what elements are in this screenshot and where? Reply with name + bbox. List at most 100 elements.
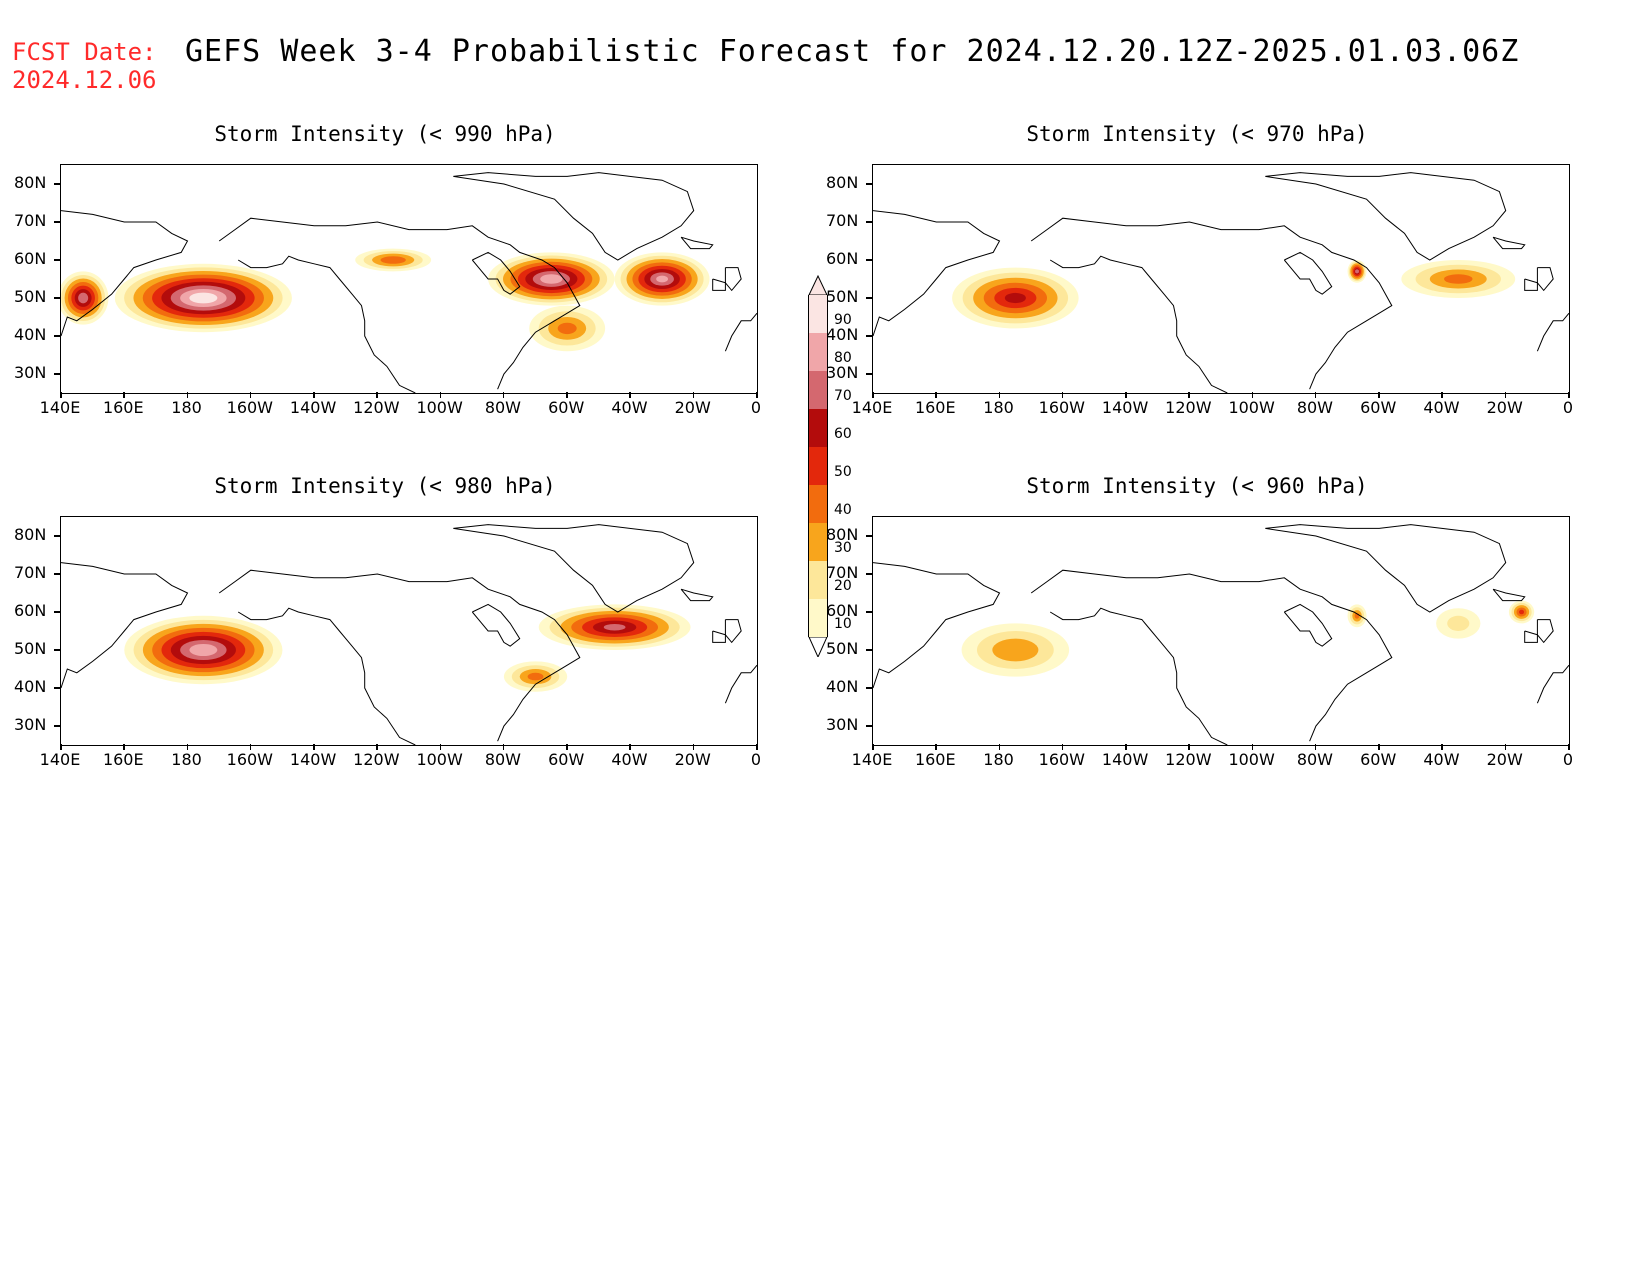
coastline <box>1265 524 1507 613</box>
coastline <box>1049 607 1228 745</box>
lat-label: 50N <box>826 639 859 658</box>
lat-tick <box>54 611 60 613</box>
colorbar-swatch <box>808 447 828 485</box>
lon-label: 20W <box>674 750 711 769</box>
panel-title: Storm Intensity (< 970 hPa) <box>1026 122 1368 146</box>
probability-field <box>61 524 757 745</box>
lat-tick <box>54 687 60 689</box>
map-area <box>60 164 758 394</box>
lon-tick <box>872 744 874 750</box>
colorbar-label: 30 <box>834 539 852 556</box>
lon-tick <box>1314 392 1317 398</box>
lon-tick <box>1441 744 1443 750</box>
prob-contour-70 <box>603 623 626 631</box>
lon-tick <box>1061 744 1064 750</box>
colorbar-label: 20 <box>834 577 852 594</box>
lat-label: 60N <box>14 249 47 268</box>
map-area <box>872 516 1570 746</box>
colorbar-label: 80 <box>834 349 852 366</box>
lon-label: 100W <box>416 398 463 417</box>
lat-label: 60N <box>826 249 859 268</box>
prob-contour-70 <box>78 292 89 304</box>
map-panel-990: Storm Intensity (< 990 hPa) 80N 70N 60N 50N 4… <box>0 122 770 452</box>
lon-label: 0 <box>1562 398 1574 417</box>
lat-tick <box>866 259 872 261</box>
coastline <box>873 210 1001 337</box>
probability-field <box>61 172 757 393</box>
lat-label: 30N <box>826 363 859 382</box>
lat-tick <box>54 535 60 537</box>
lon-tick <box>123 744 125 750</box>
lon-label: 160E <box>914 750 956 769</box>
coastline <box>453 524 695 613</box>
coastline <box>1030 217 1393 390</box>
forecast-date-block: FCST Date: 2024.12.06 <box>12 38 157 94</box>
lat-label: 50N <box>826 287 859 306</box>
coastline <box>237 255 416 393</box>
lon-label: 20W <box>1486 398 1523 417</box>
lat-tick <box>866 687 872 689</box>
lon-tick <box>692 392 695 398</box>
colorbar-label: 70 <box>834 387 852 404</box>
coastline <box>1524 278 1538 291</box>
coastline <box>1536 619 1554 644</box>
colorbar-swatch <box>808 599 828 637</box>
lon-tick <box>756 744 758 750</box>
lon-tick <box>872 392 874 398</box>
coastline <box>218 217 581 390</box>
lon-tick <box>1188 392 1190 398</box>
lon-label: 160W <box>226 398 273 417</box>
lon-label: 60W <box>1360 750 1397 769</box>
lon-tick <box>186 744 189 750</box>
prob-contour-80 <box>189 643 218 657</box>
coastline <box>1492 236 1526 250</box>
lat-label: 30N <box>826 715 859 734</box>
lat-label: 30N <box>14 363 47 382</box>
coastline <box>61 210 189 337</box>
lat-tick <box>866 373 872 375</box>
lon-label: 180 <box>983 750 1014 769</box>
lon-tick <box>1314 744 1317 750</box>
lat-label: 70N <box>826 563 859 582</box>
lat-tick <box>54 221 60 223</box>
colorbar-label: 90 <box>834 311 852 328</box>
lon-label: 180 <box>983 398 1014 417</box>
prob-contour-40 <box>1444 274 1473 284</box>
lat-tick <box>54 335 60 337</box>
colorbar-label: 50 <box>834 463 852 480</box>
lon-tick <box>502 744 505 750</box>
lon-tick <box>376 392 378 398</box>
fcst-date-label: FCST Date: <box>12 38 157 66</box>
lat-tick <box>866 221 872 223</box>
lon-tick <box>998 392 1001 398</box>
lon-label: 80W <box>484 398 521 417</box>
coastline <box>453 172 695 261</box>
colorbar-label: 40 <box>834 501 852 518</box>
lon-label: 0 <box>750 398 762 417</box>
lon-tick <box>692 744 695 750</box>
colorbar-label: 60 <box>834 425 852 442</box>
lon-label: 60W <box>548 398 585 417</box>
lon-label: 140E <box>851 398 893 417</box>
lat-label: 50N <box>14 287 47 306</box>
lon-tick <box>313 392 315 398</box>
lon-tick <box>123 392 125 398</box>
lon-label: 140W <box>289 398 337 417</box>
map-panel-960: Storm Intensity (< 960 hPa) 80N 70N 60N 50N 4… <box>812 474 1582 804</box>
probability-field <box>873 172 1569 393</box>
prob-contour-90 <box>189 292 218 304</box>
lat-label: 80N <box>826 525 859 544</box>
lat-label: 80N <box>14 173 47 192</box>
coastline <box>724 312 757 352</box>
lat-tick <box>54 573 60 575</box>
prob-contour-30 <box>992 638 1039 662</box>
coastline <box>1492 588 1526 602</box>
lon-label: 40W <box>1423 398 1460 417</box>
colorbar-swatch <box>808 485 828 523</box>
prob-contour-40 <box>557 322 577 335</box>
lon-label: 160E <box>914 398 956 417</box>
lon-tick <box>1061 392 1064 398</box>
lon-label: 80W <box>1296 398 1333 417</box>
lat-tick <box>54 373 60 375</box>
prob-contour-80 <box>656 275 669 283</box>
